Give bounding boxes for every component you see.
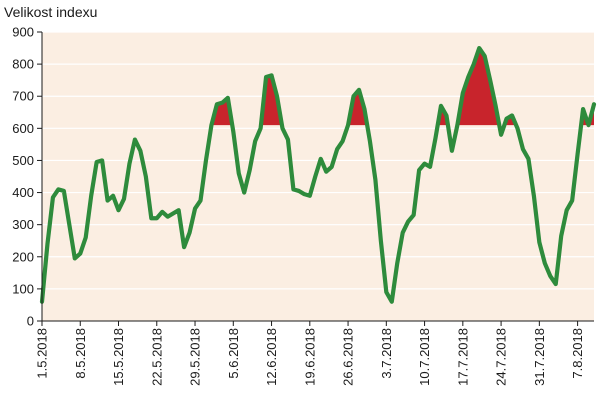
y-tick-label: 100 xyxy=(12,281,34,296)
x-tick-label: 24.7.2018 xyxy=(494,328,509,386)
x-tick-label: 7.8.2018 xyxy=(570,328,585,379)
x-tick-label: 1.5.2018 xyxy=(35,328,50,379)
y-tick-label: 800 xyxy=(12,57,34,72)
above-threshold-area xyxy=(348,89,368,126)
x-tick-label: 22.5.2018 xyxy=(149,328,164,386)
x-tick-label: 3.7.2018 xyxy=(379,328,394,379)
x-tick-label: 26.6.2018 xyxy=(341,328,356,386)
y-axis-label: Velikost indexu xyxy=(4,4,97,20)
y-tick-label: 500 xyxy=(12,153,34,168)
y-tick-label: 0 xyxy=(27,314,34,329)
series-line xyxy=(39,45,597,304)
x-tick-label: 8.5.2018 xyxy=(73,328,88,379)
x-tick-label: 5.6.2018 xyxy=(226,328,241,379)
y-tick-label: 200 xyxy=(12,249,34,264)
x-tick-label: 19.6.2018 xyxy=(302,328,317,386)
axes xyxy=(37,31,594,326)
plot-background xyxy=(42,32,594,321)
y-tick-label: 600 xyxy=(12,121,34,136)
x-tick-label: 17.7.2018 xyxy=(455,328,470,386)
x-tick-label: 29.5.2018 xyxy=(188,328,203,386)
y-tick-label: 300 xyxy=(12,217,34,232)
y-tick-label: 400 xyxy=(12,185,34,200)
y-tick-labels: 0 100 200 300 400 500 600 700 800 900 xyxy=(12,25,34,329)
x-tick-label: 31.7.2018 xyxy=(532,328,547,386)
x-tick-label: 10.7.2018 xyxy=(417,328,432,386)
x-tick-labels: 1.5.2018 8.5.2018 15.5.2018 22.5.2018 29.5.2… xyxy=(35,328,586,386)
gridlines xyxy=(42,31,594,290)
y-tick-label: 900 xyxy=(12,25,34,40)
x-tick-label: 12.6.2018 xyxy=(264,328,279,386)
x-tick-label: 15.5.2018 xyxy=(111,328,126,386)
above-threshold-area xyxy=(457,48,500,126)
y-tick-label: 700 xyxy=(12,89,34,104)
